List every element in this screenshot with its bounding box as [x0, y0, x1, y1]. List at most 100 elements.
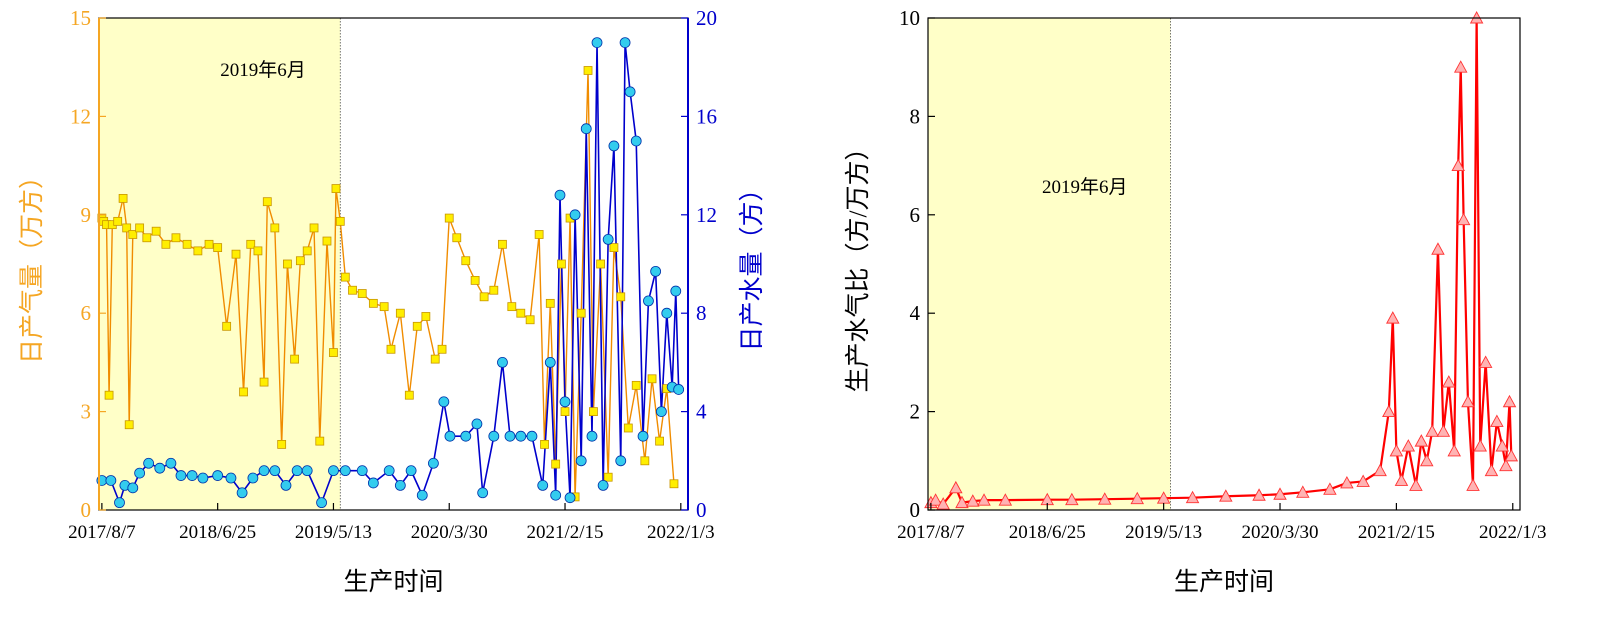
water-point — [608, 140, 620, 152]
water-point — [154, 462, 166, 474]
water-point — [444, 430, 456, 442]
y-tick-label: 12 — [70, 104, 91, 128]
gas-point — [357, 289, 367, 298]
gas-point — [589, 407, 598, 417]
water-point — [471, 418, 483, 430]
gas-point — [489, 285, 499, 295]
gas-point — [231, 249, 241, 259]
ratio-point — [1414, 434, 1429, 447]
ratio-point — [1504, 448, 1519, 462]
ratio-point — [1219, 489, 1233, 502]
gas-point — [122, 223, 132, 233]
gas-point — [461, 256, 471, 266]
water-point — [328, 465, 339, 477]
x-axis-ticks: 2017/8/7 2018/6/25 2019/5/13 2020/3/30 2021/… — [897, 503, 1547, 543]
gas-point — [540, 439, 549, 449]
water-point — [460, 430, 472, 442]
annotation-label: 2019年6月 — [1042, 176, 1128, 198]
gas-point — [309, 223, 319, 233]
gas-point — [498, 239, 507, 249]
x-axis-label: 生产时间 — [343, 568, 443, 596]
water-point — [186, 470, 198, 481]
water-point — [624, 86, 636, 98]
y-tick-label: 8 — [696, 301, 707, 325]
ratio-point — [1273, 487, 1287, 500]
water-point — [537, 479, 549, 491]
ratio-point — [936, 497, 950, 510]
plot-frame — [927, 17, 1521, 511]
gas-point — [470, 275, 480, 285]
y-tick-label: 0 — [81, 498, 92, 522]
gas-point — [213, 243, 223, 253]
gas-point — [603, 472, 613, 482]
x-tick-label: 2022/1/3 — [1479, 522, 1547, 543]
water-point — [114, 497, 125, 509]
x-tick-label: 2018/6/25 — [179, 522, 256, 543]
series-path — [101, 69, 675, 498]
water-point — [488, 430, 500, 442]
gas-point — [631, 380, 641, 390]
water-series-markers — [96, 37, 685, 509]
gas-point — [516, 308, 526, 318]
water-point — [394, 479, 406, 491]
gas-point — [335, 216, 345, 226]
water-point — [673, 384, 685, 395]
gas-point — [277, 439, 287, 449]
gas-point — [507, 302, 517, 312]
gas-point — [118, 193, 128, 203]
x-tick-label: 2021/2/15 — [526, 522, 603, 543]
gas-point — [239, 387, 248, 397]
water-point — [405, 465, 417, 477]
water-point — [497, 356, 508, 368]
water-point — [477, 487, 489, 499]
water-point — [301, 465, 313, 477]
water-point — [591, 37, 603, 48]
y-tick-label: 3 — [81, 400, 92, 424]
ratio-point — [1495, 439, 1510, 452]
y-tick-label: 16 — [696, 104, 717, 128]
x-tick-label: 2019/5/13 — [295, 522, 372, 543]
water-point — [670, 285, 682, 297]
gas-point — [151, 226, 161, 236]
gas-point — [596, 259, 606, 269]
right-y-axis-label: 日产水量（方） — [738, 176, 766, 351]
y-axis-label: 生产水气比（方/万方） — [844, 136, 872, 393]
ratio-point — [1373, 463, 1387, 477]
ratio-point — [1447, 444, 1461, 457]
ratio-point — [1442, 375, 1456, 388]
y-tick-label: 0 — [696, 498, 707, 522]
water-point — [637, 430, 649, 442]
gas-point — [609, 243, 619, 253]
ratio-point — [1451, 158, 1465, 172]
gas-point — [557, 259, 566, 269]
gas-point — [161, 239, 171, 249]
x-axis-label: 生产时间 — [1174, 568, 1274, 596]
water-point — [339, 465, 351, 477]
gas-point — [283, 259, 292, 269]
gas-point — [525, 315, 535, 325]
gas-point — [270, 223, 280, 233]
gas-point — [193, 246, 203, 256]
ratio-point — [1499, 458, 1513, 472]
water-point — [643, 295, 654, 307]
y-tick-label: 4 — [910, 301, 921, 325]
ratio-point — [1185, 490, 1200, 504]
ratio-point — [1478, 355, 1493, 368]
ratio-point — [1394, 473, 1409, 486]
water-point — [291, 465, 303, 477]
water-point — [650, 265, 662, 277]
water-point — [559, 396, 571, 408]
gas-point — [246, 239, 256, 249]
gas-point — [379, 302, 389, 312]
y-tick-label: 20 — [696, 6, 717, 30]
ratio-point — [955, 495, 969, 509]
water-point — [316, 497, 327, 509]
y-tick-label: 0 — [910, 498, 921, 522]
ratio-point — [1296, 485, 1310, 498]
y-tick-label: 4 — [696, 400, 707, 424]
gas-point — [551, 459, 561, 469]
ratio-point — [1466, 478, 1480, 491]
water-point — [661, 307, 673, 319]
ratio-point — [998, 493, 1013, 506]
ratio-point — [1409, 478, 1423, 491]
